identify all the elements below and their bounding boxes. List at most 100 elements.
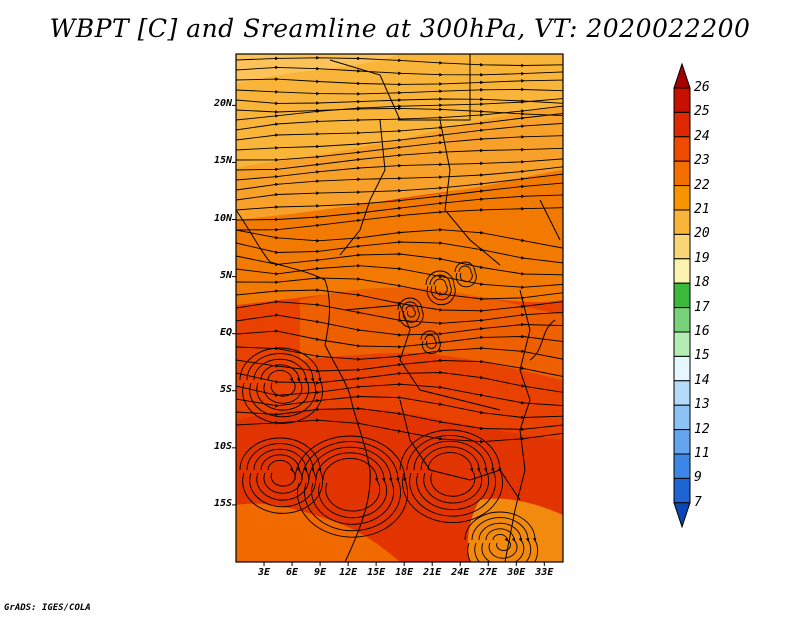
lon-label: 12E bbox=[339, 567, 358, 578]
lon-label: 27E bbox=[479, 567, 498, 578]
colorbar-swatch bbox=[673, 87, 691, 113]
colorbar-swatch bbox=[673, 307, 691, 333]
map-frame bbox=[235, 53, 564, 563]
streamline bbox=[260, 454, 303, 494]
colorbar-swatch bbox=[673, 477, 691, 504]
lon-label: 30E bbox=[507, 567, 526, 578]
streamline bbox=[294, 435, 408, 538]
streamline bbox=[420, 330, 441, 355]
lat-label: 5N bbox=[219, 269, 232, 281]
lon-label: 33E bbox=[535, 567, 554, 578]
lat-label: EQ bbox=[219, 326, 232, 338]
colorbar-swatch bbox=[673, 258, 691, 284]
colorbar-label: 25 bbox=[694, 104, 710, 120]
colorbar-label: 11 bbox=[694, 446, 710, 461]
colorbar-swatch bbox=[673, 209, 691, 235]
streamline bbox=[454, 261, 477, 288]
lat-label: 10S bbox=[213, 440, 232, 452]
colorbar-label: 18 bbox=[694, 275, 710, 291]
colorbar-swatch bbox=[673, 233, 691, 260]
streamline bbox=[413, 440, 490, 511]
axis-ticks bbox=[232, 104, 545, 566]
streamline bbox=[492, 533, 511, 551]
colorbar-label: 16 bbox=[694, 324, 710, 339]
colorbar-swatch bbox=[673, 404, 691, 431]
colorbar-label: 20 bbox=[694, 226, 710, 242]
streamline bbox=[253, 358, 310, 411]
colorbar-swatch bbox=[673, 355, 691, 382]
colorbar-label: 7 bbox=[694, 494, 702, 510]
lon-label: 6E bbox=[286, 567, 299, 578]
lat-label: 10N bbox=[213, 212, 232, 224]
streamline bbox=[433, 278, 448, 296]
streamline bbox=[253, 448, 310, 501]
lon-label: 3E bbox=[257, 567, 271, 578]
colorbar-label: 14 bbox=[694, 372, 710, 388]
colorbar-bottom-triangle bbox=[673, 502, 691, 529]
colorbar-label: 17 bbox=[694, 299, 710, 315]
streamline bbox=[236, 418, 563, 444]
colorbar-label: 24 bbox=[694, 128, 710, 144]
streamline bbox=[236, 346, 563, 362]
colorbar-label: 21 bbox=[694, 202, 710, 217]
streamline bbox=[239, 437, 324, 514]
chart-title: WBPT [C] and Sreamline at 300hPa, VT: 20… bbox=[49, 14, 751, 43]
streamline bbox=[429, 274, 452, 301]
colorbar-label: 22 bbox=[694, 177, 710, 193]
streamline bbox=[236, 77, 563, 87]
streamline bbox=[427, 451, 476, 497]
colorbar-label: 19 bbox=[694, 250, 710, 266]
streamline bbox=[471, 517, 532, 562]
colorbar-label: 26 bbox=[694, 80, 710, 95]
streamline bbox=[397, 297, 424, 328]
streamline bbox=[260, 364, 303, 404]
streamline bbox=[239, 347, 324, 424]
streamlines bbox=[236, 55, 563, 562]
streamline bbox=[458, 265, 473, 283]
streamline bbox=[405, 305, 416, 318]
streamline bbox=[236, 65, 563, 77]
colorbar-swatch bbox=[673, 331, 691, 357]
streamline bbox=[236, 55, 563, 68]
streamline bbox=[236, 227, 563, 249]
colorbar-swatch bbox=[673, 160, 691, 187]
streamline bbox=[301, 441, 401, 532]
colorbar-top-triangle bbox=[673, 62, 691, 89]
streamline bbox=[424, 334, 437, 349]
streamline bbox=[399, 429, 503, 524]
colorbar bbox=[673, 62, 691, 529]
lon-label: 9E bbox=[314, 567, 327, 578]
colorbar-swatch bbox=[673, 453, 691, 479]
colorbar-swatch bbox=[673, 136, 691, 162]
colorbar-label: 13 bbox=[694, 397, 710, 413]
streamline bbox=[308, 446, 395, 525]
lat-label: 5S bbox=[219, 383, 232, 395]
streamline bbox=[246, 443, 317, 508]
streamline bbox=[478, 522, 525, 562]
streamline bbox=[401, 301, 420, 323]
streamline bbox=[322, 457, 381, 512]
lon-label: 15E bbox=[367, 567, 386, 578]
streamline bbox=[267, 369, 296, 397]
streamline bbox=[425, 270, 456, 306]
lon-label: 18E bbox=[395, 567, 414, 578]
lat-label: 20N bbox=[213, 98, 232, 110]
colorbar-label: 12 bbox=[694, 421, 710, 437]
streamline bbox=[267, 459, 296, 487]
lon-label: 21E bbox=[423, 567, 442, 578]
colorbar-label: 15 bbox=[694, 348, 710, 364]
colorbar-swatch bbox=[673, 185, 691, 211]
streamline bbox=[406, 435, 497, 517]
streamline bbox=[485, 528, 518, 559]
colorbar-label: 23 bbox=[694, 153, 710, 169]
streamline bbox=[420, 446, 483, 504]
colorbar-swatch bbox=[673, 380, 691, 406]
streamline bbox=[315, 452, 388, 519]
lat-label: 15S bbox=[213, 497, 232, 509]
lon-label: 24E bbox=[451, 567, 470, 578]
streamline bbox=[246, 353, 317, 418]
colorbar-swatch bbox=[673, 282, 691, 309]
streamline bbox=[464, 511, 539, 562]
